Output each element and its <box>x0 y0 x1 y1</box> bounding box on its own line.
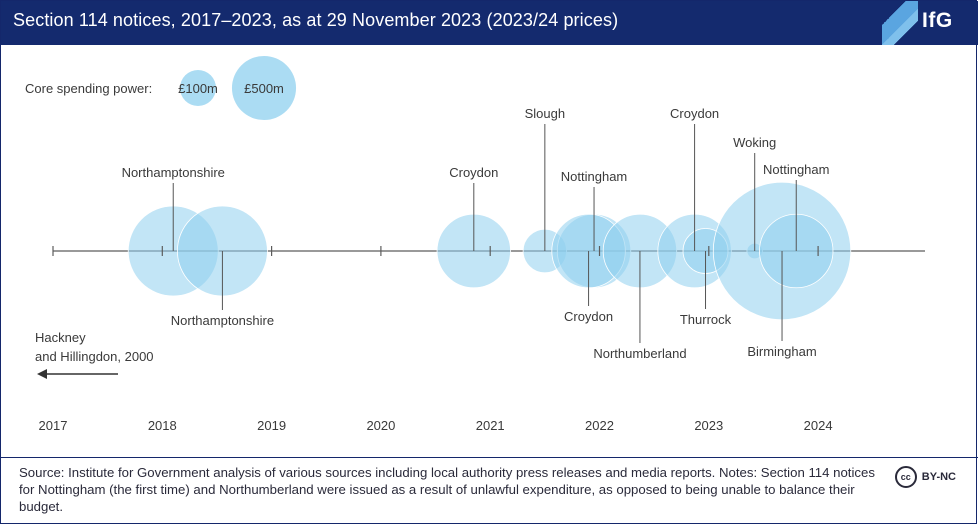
creative-commons-icon: cc <box>894 466 917 488</box>
x-tick-label-2024: 2024 <box>804 418 833 433</box>
x-tick-label-2021: 2021 <box>476 418 505 433</box>
chart-title: Section 114 notices, 2017–2023, as at 29… <box>13 10 619 30</box>
x-tick-label-2020: 2020 <box>366 418 395 433</box>
size-legend-large-label: £500m <box>244 81 284 96</box>
source-note: Source: Institute for Government analysi… <box>19 465 875 514</box>
point-label-8: Thurrock <box>680 312 732 327</box>
annotation-line-2: and Hillingdon, 2000 <box>35 349 154 364</box>
point-label-4: Nottingham <box>561 169 627 184</box>
license-label: BY-NC <box>921 471 956 483</box>
annotation-line-1: Hackney <box>35 330 86 345</box>
point-label-1: Northamptonshire <box>171 313 274 328</box>
point-label-10: Birmingham <box>747 344 816 359</box>
point-label-3: Slough <box>525 106 565 121</box>
x-tick-label-2017: 2017 <box>39 418 68 433</box>
point-label-9: Woking <box>733 135 776 150</box>
bubble-timeline-chart: Core spending power: £100m £500m 2017 2018 20… <box>25 55 925 433</box>
ifg-logo: IfG <box>882 1 978 45</box>
license-badge[interactable]: cc BY-NC <box>894 466 956 488</box>
size-legend-small-label: £100m <box>178 81 218 96</box>
annotation-arrow-head-icon <box>37 369 47 379</box>
point-label-5: Croydon <box>564 309 613 324</box>
logo-text: IfG <box>922 9 953 32</box>
point-label-6: Northumberland <box>593 346 686 361</box>
point-label-2: Croydon <box>449 165 498 180</box>
figure-footer: Source: Institute for Government analysi… <box>1 457 978 525</box>
size-legend-label: Core spending power: <box>25 81 152 96</box>
x-tick-label-2023: 2023 <box>694 418 723 433</box>
size-legend-large-bubble <box>231 55 297 121</box>
point-label-7: Croydon <box>670 106 719 121</box>
x-tick-label-2022: 2022 <box>585 418 614 433</box>
logo-stripe-icon <box>882 1 918 45</box>
point-label-11: Nottingham <box>763 162 829 177</box>
point-label-0: Northamptonshire <box>122 165 225 180</box>
x-tick-label-2019: 2019 <box>257 418 286 433</box>
size-legend-small-bubble <box>179 69 217 107</box>
x-tick-label-2018: 2018 <box>148 418 177 433</box>
figure-header: Section 114 notices, 2017–2023, as at 29… <box>1 1 978 45</box>
